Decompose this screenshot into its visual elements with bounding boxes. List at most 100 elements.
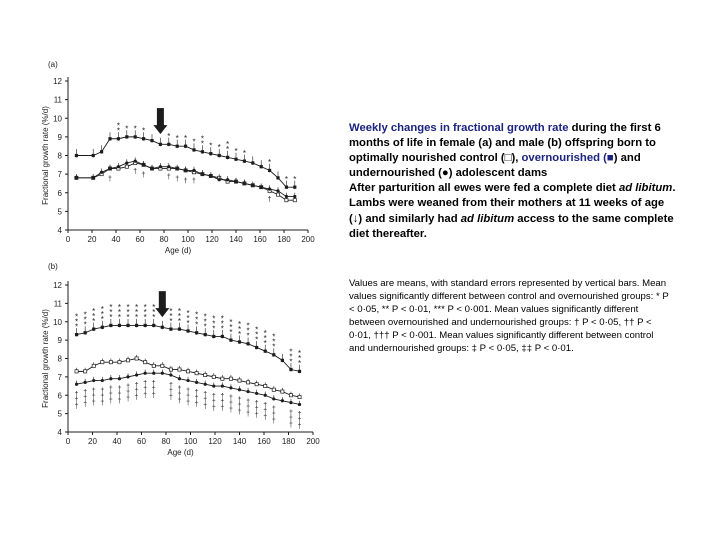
x-axis-label: Age (d) [167, 448, 194, 457]
data-point-undernourished [200, 172, 204, 176]
significance-star: * [201, 134, 204, 143]
data-point-control [151, 363, 156, 368]
significance-dagger: † [92, 388, 96, 395]
data-point-undernourished [92, 378, 96, 383]
series-overnourished [74, 130, 297, 190]
data-point-overnourished [217, 153, 221, 158]
significance-star: * [134, 125, 137, 134]
significance-star: * [84, 316, 87, 325]
data-point-control [271, 387, 276, 392]
data-point-overnourished [158, 142, 162, 146]
panel-label: (a) [48, 60, 58, 69]
data-point-control [143, 360, 148, 365]
data-point-undernourished [152, 371, 156, 375]
caption-ad-libitum-1: ad libitum [618, 182, 673, 195]
x-tick-label: 100 [184, 437, 198, 446]
significance-star: * [238, 325, 241, 334]
data-point-undernourished [108, 166, 112, 171]
data-point-control [91, 363, 96, 368]
data-point-undernourished [276, 189, 280, 193]
significance-star: * [212, 319, 215, 328]
data-point-undernourished [280, 399, 284, 403]
significance-dagger: † [109, 392, 113, 399]
data-point-overnourished [192, 148, 196, 152]
data-point-control [280, 389, 285, 394]
significance-star: * [75, 322, 78, 331]
data-point-overnourished [276, 176, 280, 180]
data-point-overnourished [100, 150, 104, 154]
data-point-overnourished [268, 168, 272, 172]
data-point-undernourished [226, 178, 230, 182]
x-tick-label: 180 [282, 437, 296, 446]
significance-star: * [293, 175, 296, 184]
data-point-overnourished [150, 139, 154, 143]
data-point-control [237, 378, 242, 383]
significance-dagger: † [117, 386, 121, 393]
caption-line3-c: access to the same complete diet thereaf… [349, 212, 674, 240]
data-point-overnourished [200, 150, 204, 154]
weaning-arrow-symbol: ↓ [352, 212, 359, 225]
significance-dagger: † [169, 388, 173, 395]
significance-star: * [186, 314, 189, 323]
significance-dagger: † [186, 388, 190, 395]
y-tick-label: 10 [53, 318, 62, 327]
caption-title-highlight: Weekly changes in fractional growth rate [349, 122, 569, 134]
data-point-undernourished [133, 159, 137, 163]
significance-dagger: † [238, 397, 242, 404]
significance-star: * [195, 321, 198, 330]
significance-dagger: † [152, 380, 156, 387]
data-point-overnourished [74, 333, 79, 337]
significance-star: * [264, 329, 267, 338]
significance-dagger: † [135, 388, 139, 395]
significance-dagger: † [272, 406, 276, 413]
data-point-overnourished [100, 325, 104, 329]
significance-star: * [101, 305, 104, 314]
data-point-overnourished [220, 334, 224, 339]
data-point-undernourished [143, 371, 147, 375]
significance-star: * [144, 303, 147, 312]
significance-dagger: † [195, 402, 199, 409]
data-point-overnourished [272, 353, 276, 357]
significance-dagger: † [298, 424, 302, 431]
data-point-overnourished [209, 152, 213, 156]
significance-star: * [272, 333, 275, 342]
data-point-undernourished [100, 170, 104, 174]
data-point-control [220, 376, 225, 381]
data-point-control [134, 356, 139, 361]
significance-dagger: † [83, 390, 87, 397]
caption-punct: ), [511, 152, 519, 165]
significance-star: * [255, 335, 258, 344]
data-point-overnourished [177, 327, 182, 331]
data-point-undernourished [192, 168, 196, 172]
significance-star: * [126, 308, 129, 317]
significance-star: * [101, 315, 104, 324]
significance-dagger: † [195, 396, 199, 403]
data-point-overnourished [143, 323, 147, 328]
significance-star: * [118, 303, 121, 312]
data-point-undernourished [255, 391, 259, 396]
data-point-overnourished [226, 155, 230, 159]
significance-star: * [117, 126, 120, 135]
significance-star: * [117, 121, 120, 130]
significance-star: * [272, 338, 275, 347]
data-point-overnourished [297, 369, 302, 373]
significance-star: * [289, 357, 292, 366]
significance-dagger: † [220, 399, 224, 406]
caption-and-under: ) and undernourished ( [349, 152, 641, 180]
data-point-overnourished [92, 327, 96, 331]
significance-star: * [272, 343, 275, 352]
significance-star: * [169, 317, 172, 326]
significance-star: * [226, 145, 229, 154]
significance-star: * [142, 126, 145, 135]
significance-star: * [209, 141, 212, 150]
data-point-overnourished [280, 358, 284, 362]
data-point-overnourished [91, 153, 95, 158]
data-point-undernourished [209, 174, 213, 178]
significance-dagger: † [203, 391, 207, 398]
open-square-symbol: □ [504, 152, 512, 165]
significance-star: * [125, 125, 128, 134]
y-tick-label: 7 [58, 170, 63, 179]
data-point-control [126, 358, 130, 363]
data-point-control [246, 380, 251, 385]
